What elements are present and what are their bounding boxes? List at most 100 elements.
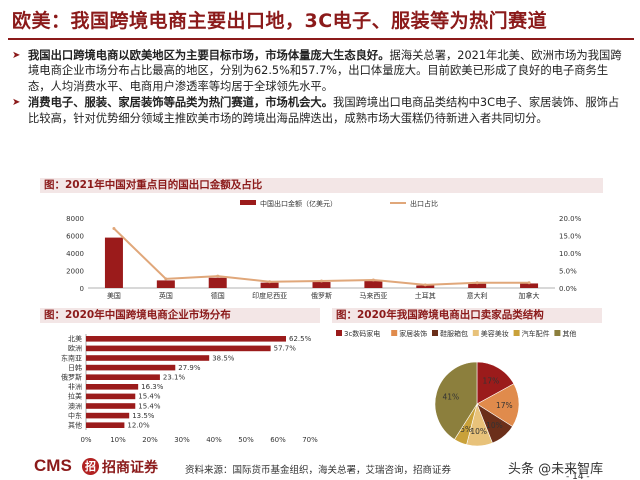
- share-point: [164, 277, 168, 281]
- share-point: [268, 280, 272, 284]
- slide-title: 欧美：我国跨境电商主要出口地，3C电子、服装等为热门赛道: [12, 10, 548, 32]
- y-tick-label: 4000: [66, 250, 84, 258]
- share-point: [423, 283, 427, 287]
- source-note: 资料来源：国际货币基金组织，海关总署，艾瑞咨询，招商证券: [185, 465, 452, 476]
- bar-value-label: 57.7%: [274, 345, 297, 353]
- x-tick-label: 美国: [107, 291, 121, 300]
- y-tick-label: 东南亚: [61, 353, 82, 362]
- x-tick-label: 40%: [206, 436, 222, 444]
- pie-slice: [476, 361, 515, 405]
- bar: [260, 282, 279, 288]
- y-tick-label: 其他: [68, 421, 82, 430]
- title-divider: [8, 38, 634, 40]
- pie-value-label: 41%: [442, 392, 459, 401]
- bar-value-label: 16.3%: [141, 383, 164, 391]
- y-tick-label: 中东: [68, 411, 82, 420]
- pie-value-label: 17%: [483, 377, 500, 386]
- bar: [86, 384, 139, 390]
- bullet-item: ➤ 我国出口跨境电商以欧美地区为主要目标市场，市场体量庞大生态良好。据海关总署，…: [12, 48, 630, 94]
- legend-label: 家居装饰: [399, 329, 427, 338]
- legend-swatch: [336, 330, 342, 336]
- arrow-bullet-icon: ➤: [12, 50, 21, 61]
- chart1-caption: 图：2021年中国对重点目的国出口金额及占比: [40, 178, 603, 193]
- bar: [104, 237, 123, 288]
- x-tick-label: 10%: [110, 436, 126, 444]
- bar: [156, 280, 175, 288]
- pie-value-label: 5%: [460, 425, 472, 434]
- bar-value-label: 62.5%: [289, 335, 312, 343]
- footer: CMS 招 招商证券 资料来源：国际货币基金组织，海关总署，艾瑞咨询，招商证券 …: [0, 452, 640, 480]
- legend-swatch: [513, 330, 520, 336]
- x-tick-label: 马来西亚: [359, 292, 387, 300]
- bar-value-label: 15.4%: [138, 402, 161, 410]
- pie-slice: [476, 383, 520, 427]
- share-point: [527, 281, 531, 285]
- bar: [86, 403, 136, 409]
- legend-line-label: 出口占比: [410, 199, 438, 208]
- export-combo-chart: 中国出口金额（亿美元） 出口占比 0 2000 4000 6000 8000 0.0% 5.0%…: [66, 199, 582, 300]
- share-point: [371, 278, 375, 282]
- bullet-bold: 我国出口跨境电商以欧美地区为主要目标市场，市场体量庞大生态良好。: [28, 49, 390, 62]
- legend-label: 3c数码家电: [344, 329, 380, 338]
- y-right-tick-label: 15.0%: [559, 233, 582, 241]
- legend-label: 汽车配件: [522, 329, 550, 338]
- bullet-bold: 消费电子、服装、家居装饰等品类为热门赛道，市场机会大。: [28, 96, 334, 110]
- x-tick-label: 土耳其: [415, 291, 436, 300]
- y-right-tick-label: 0.0%: [559, 285, 577, 293]
- bar-value-label: 38.5%: [212, 354, 235, 362]
- y-tick-label: 欧洲: [68, 344, 82, 353]
- watermark: 头条 @未来智库: [508, 462, 604, 477]
- share-point: [475, 281, 479, 285]
- share-line: [113, 227, 530, 286]
- y-right-tick-label: 20.0%: [559, 215, 582, 223]
- bullet-text: 我国跨境出口电商品类结构中3C电子、家居装饰、服饰占比较高，针对优势细分领域主推…: [28, 96, 620, 125]
- bar: [86, 345, 271, 352]
- chart3-caption: 图：2020年我国跨境电商出口卖家品类结构: [332, 308, 602, 323]
- chart2-caption: 图：2020年中国跨境电商企业市场分布: [40, 308, 320, 323]
- legend-swatch: [554, 330, 561, 336]
- bar: [86, 412, 130, 419]
- bullet-item: ➤ 消费电子、服装、家居装饰等品类为热门赛道，市场机会大。我国跨境出口电商品类结…: [12, 95, 630, 126]
- y-tick-label: 拉美: [68, 392, 82, 401]
- pie-value-label: 17%: [496, 401, 513, 410]
- legend-swatch: [391, 330, 398, 336]
- bar-value-label: 13.5%: [132, 412, 155, 420]
- x-tick-label: 70%: [302, 436, 318, 444]
- x-tick-label: 20%: [142, 436, 158, 444]
- x-tick-label: 30%: [174, 436, 190, 444]
- bar: [416, 285, 435, 288]
- legend-swatch: [472, 330, 479, 336]
- x-tick-label: 50%: [238, 436, 254, 444]
- legend-label: 其他: [562, 329, 576, 338]
- bar: [364, 281, 383, 288]
- share-point: [112, 227, 116, 230]
- x-tick-label: 德国: [211, 291, 225, 300]
- x-tick-label: 0%: [80, 436, 91, 444]
- y-tick-label: 非洲: [68, 382, 82, 391]
- bar: [86, 393, 136, 400]
- logo-company: 招商证券: [102, 460, 158, 476]
- y-tick-label: 澳洲: [68, 401, 82, 410]
- bar-value-label: 12.0%: [127, 422, 150, 430]
- y-tick-label: 8000: [66, 215, 84, 223]
- y-tick-label: 2000: [66, 268, 84, 276]
- y-tick-label: 6000: [66, 233, 84, 241]
- bar: [520, 283, 539, 288]
- legend-swatch: [432, 330, 438, 336]
- y-right-tick-label: 10.0%: [559, 250, 582, 258]
- y-tick-label: 北美: [68, 334, 82, 343]
- bar: [86, 336, 286, 342]
- page-number: - 14 -: [566, 472, 590, 480]
- x-tick-label: 俄罗斯: [311, 291, 332, 300]
- bar: [86, 355, 210, 361]
- bar-value-label: 15.4%: [138, 393, 161, 401]
- bar: [86, 422, 125, 428]
- market-distribution-chart: 62.5% 北美 57.7% 欧洲 38.5% 东南亚 27.9% 日韩 23.1% 俄罗斯 16.…: [61, 334, 318, 444]
- x-tick-label: 英国: [159, 291, 173, 300]
- share-point: [320, 279, 323, 283]
- legend-bar-swatch: [240, 200, 256, 205]
- legend-bar-label: 中国出口金额（亿美元）: [260, 199, 337, 208]
- y-tick-label: 俄罗斯: [61, 373, 82, 382]
- bar-value-label: 27.9%: [178, 364, 201, 372]
- x-tick-label: 加拿大: [519, 291, 540, 300]
